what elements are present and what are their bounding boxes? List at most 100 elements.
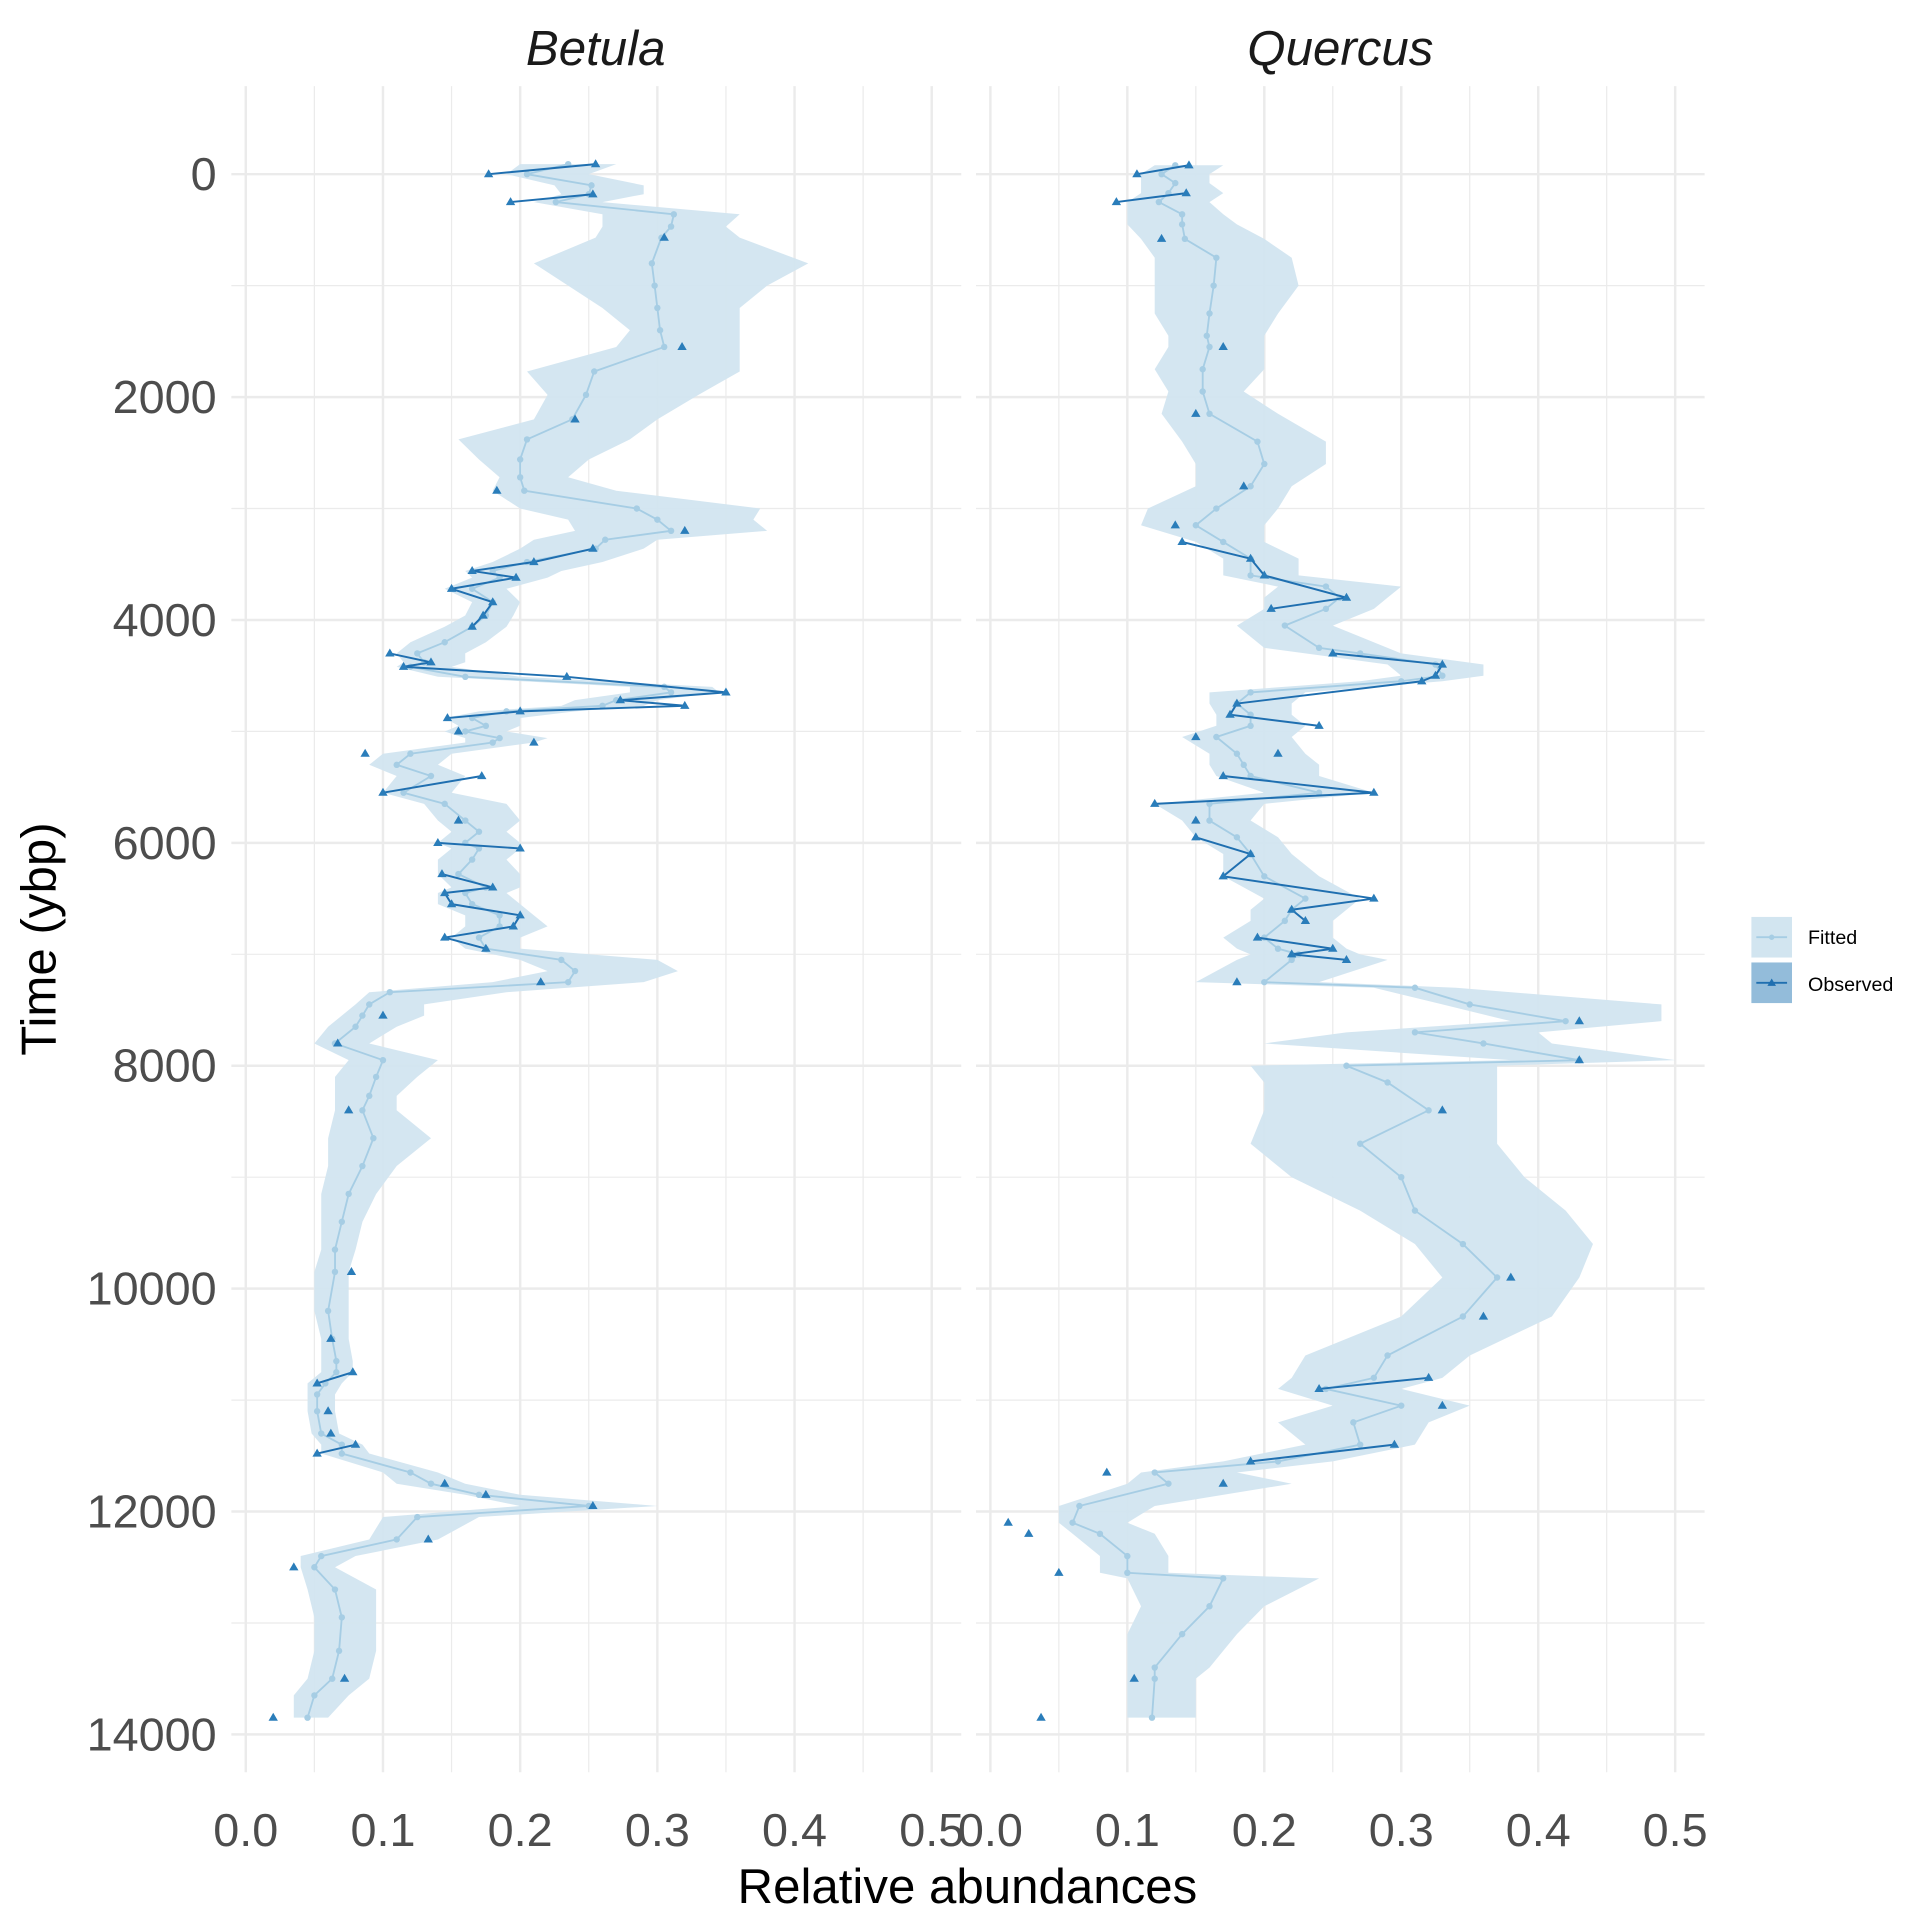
fitted-point (359, 1107, 366, 1114)
fitted-point (1172, 179, 1179, 187)
fitted-point (1203, 332, 1210, 339)
observed-point (1150, 798, 1160, 807)
observed-point (1300, 915, 1311, 924)
x-tick-label: 0.5 (899, 1804, 964, 1856)
observed-point (440, 932, 450, 941)
fitted-point (582, 391, 590, 399)
x-tick-label: 0.0 (213, 1804, 278, 1856)
fitted-point (552, 198, 560, 206)
fitted-point (333, 1369, 340, 1376)
fitted-point (656, 327, 664, 334)
observed-segment (1195, 836, 1251, 855)
fitted-point (482, 722, 490, 730)
panel-betula (231, 86, 962, 1773)
observed-point (1232, 698, 1242, 707)
fitted-point (1411, 1029, 1419, 1036)
observed-segment (1136, 164, 1190, 176)
observed-segment (1270, 596, 1347, 610)
observed-point (1129, 1673, 1139, 1682)
observed-point (1232, 977, 1242, 986)
observed-point (1273, 748, 1283, 757)
observed-point (1245, 553, 1256, 562)
fitted-point (1261, 873, 1268, 880)
observed-point (536, 977, 546, 986)
fitted-point (1210, 282, 1217, 289)
observed-point (467, 621, 477, 630)
fitted-point (345, 1190, 352, 1198)
observed-point (433, 837, 443, 846)
fitted-point (427, 1480, 435, 1487)
observed-point (529, 557, 539, 566)
observed-point (1506, 1272, 1516, 1281)
observed-point (1437, 1400, 1448, 1409)
fitted-point (661, 343, 668, 351)
observed-segment (1291, 947, 1333, 956)
fitted-point (1425, 1107, 1432, 1114)
observed-point (1218, 342, 1228, 351)
legend-item-observed: Observed (1751, 962, 1893, 1004)
fitted-point (414, 650, 421, 657)
observed-segment (472, 561, 535, 572)
x-tick-label: 0.1 (350, 1804, 415, 1856)
observed-point (1369, 893, 1379, 902)
fitted-point (1233, 750, 1241, 757)
fitted-point (1199, 366, 1206, 373)
observed-point (385, 648, 395, 657)
observed-point (483, 169, 494, 178)
observed-point (1341, 592, 1352, 601)
fitted-point (1220, 538, 1227, 546)
observed-segment (510, 193, 593, 204)
observed-point (1369, 787, 1379, 796)
y-tick-label: 2000 (113, 371, 217, 423)
fitted-point (1322, 605, 1330, 613)
fitted-point (602, 536, 609, 543)
observed-point (721, 687, 731, 696)
fitted-point (1315, 789, 1323, 796)
x-tick-label: 0.4 (1506, 1804, 1571, 1856)
x-tick-label: 0.4 (762, 1804, 827, 1856)
fitted-point (1192, 522, 1200, 529)
fitted-point (366, 1001, 373, 1008)
fitted-point (400, 789, 407, 796)
fitted-point (1069, 1519, 1076, 1526)
fitted-point (648, 260, 656, 267)
x-tick-label: 0.3 (1369, 1804, 1434, 1856)
x-tick-label: 0.2 (488, 1804, 553, 1856)
fitted-point (1343, 1062, 1350, 1069)
fitted-point (1158, 170, 1165, 178)
fitted-point (1124, 1552, 1131, 1560)
y-tick-label: 8000 (113, 1040, 217, 1092)
observed-point (492, 485, 502, 494)
observed-point (312, 1378, 322, 1387)
observed-point (481, 1489, 491, 1498)
fitted-point (1411, 984, 1419, 991)
observed-point (1218, 1478, 1228, 1487)
fitted-point (1124, 1569, 1131, 1577)
observed-point (426, 657, 436, 666)
fitted-point (496, 734, 503, 742)
fitted-point (475, 828, 483, 835)
fitted-point (468, 585, 476, 592)
observed-point (346, 1266, 357, 1275)
y-tick-label: 6000 (113, 817, 217, 869)
fitted-point (468, 900, 476, 908)
observed-point (515, 843, 525, 852)
fitted-point (496, 912, 503, 919)
observed-point (515, 910, 525, 919)
fitted-point (1220, 1575, 1227, 1582)
x-tick-label: 0.2 (1232, 1804, 1297, 1856)
observed-segment (488, 163, 596, 176)
observed-point (505, 197, 516, 206)
fitted-point (1247, 572, 1254, 579)
fitted-point (588, 182, 595, 189)
fitted-point (331, 1268, 339, 1276)
y-tick-labels: 0 2000 4000 6000 8000 10000 12000 14000 (87, 148, 217, 1760)
fitted-point (1261, 978, 1268, 986)
observed-segment (1318, 1376, 1429, 1390)
observed-point (562, 671, 572, 680)
observed-segment (1332, 652, 1443, 666)
fitted-point (338, 1441, 346, 1448)
observed-point (680, 700, 690, 709)
fitted-point (1206, 817, 1213, 824)
